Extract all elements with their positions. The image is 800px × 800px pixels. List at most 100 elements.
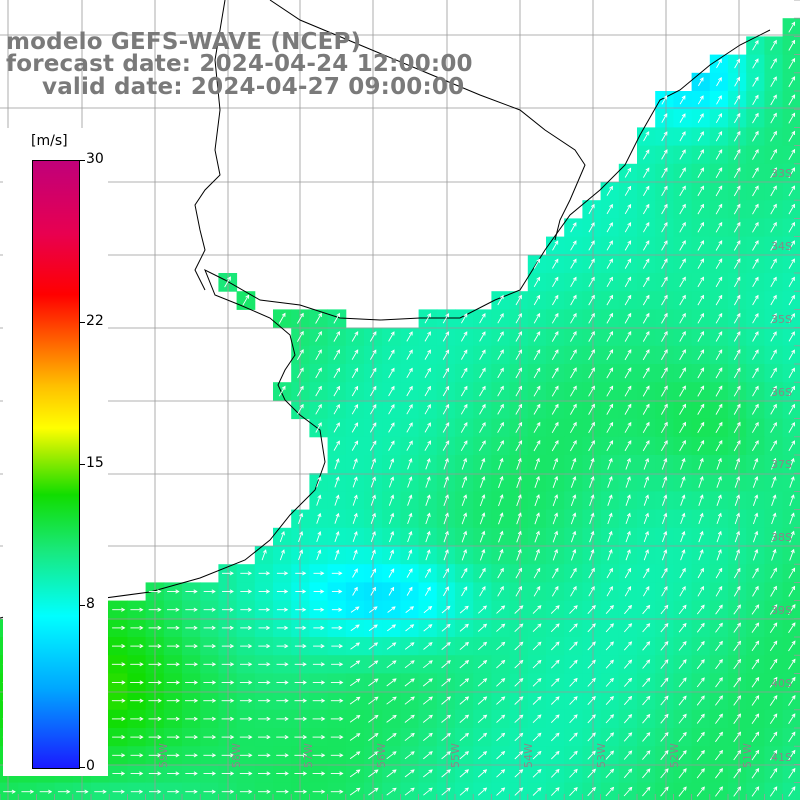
- wind-arrow: [788, 240, 795, 251]
- wind-arrow-head: [338, 625, 343, 630]
- wind-arrow: [715, 131, 722, 142]
- wind-arrow-head: [681, 149, 686, 154]
- wind-arrow: [715, 713, 723, 724]
- wind-arrow-head: [444, 494, 449, 499]
- wind-arrow-head: [139, 698, 144, 703]
- wind-arrow: [643, 204, 650, 215]
- wind-arrow: [752, 149, 759, 160]
- wind-arrow-head: [428, 714, 433, 719]
- wind-arrow-head: [121, 625, 126, 630]
- wind-arrow-head: [426, 494, 431, 499]
- wind-arrow-head: [736, 494, 741, 499]
- wind-arrow-head: [230, 753, 235, 758]
- wind-arrow-head: [590, 203, 595, 209]
- wind-arrow: [297, 404, 304, 415]
- wind-arrow: [788, 422, 795, 433]
- wind-arrow: [443, 531, 449, 543]
- wind-arrow-head: [262, 549, 267, 554]
- wind-arrow: [496, 787, 505, 796]
- wind-arrow: [788, 440, 795, 452]
- wind-arrow-head: [299, 549, 304, 554]
- wind-arrow-head: [500, 403, 504, 409]
- wind-arrow: [515, 440, 522, 452]
- wind-arrow: [441, 660, 451, 669]
- wind-arrow: [752, 404, 759, 415]
- wind-arrow-head: [754, 331, 759, 336]
- wind-arrow-head: [408, 512, 413, 517]
- wind-arrow-head: [718, 203, 723, 208]
- wind-arrow-head: [700, 349, 705, 354]
- wind-arrow: [788, 113, 795, 124]
- wind-arrow: [696, 714, 705, 724]
- wind-arrow: [532, 751, 542, 760]
- wind-arrow-head: [537, 750, 542, 756]
- wind-arrow: [589, 476, 594, 488]
- wind-arrow: [678, 750, 687, 761]
- wind-arrow-head: [609, 696, 614, 701]
- wind-arrow: [788, 640, 796, 652]
- wind-arrow: [696, 641, 705, 651]
- wind-arrow-head: [663, 95, 668, 100]
- wind-arrow-head: [500, 585, 504, 591]
- wind-arrow-head: [590, 258, 595, 263]
- wind-arrow-head: [390, 476, 395, 481]
- wind-arrow: [496, 769, 505, 778]
- wind-arrow-head: [572, 385, 577, 390]
- wind-arrow: [642, 440, 650, 452]
- wind-arrow: [496, 733, 505, 742]
- wind-arrow-head: [390, 549, 395, 554]
- wind-arrow-head: [573, 787, 578, 792]
- wind-arrow-head: [773, 767, 778, 773]
- wind-arrow-head: [609, 367, 614, 372]
- wind-arrow-head: [754, 148, 759, 154]
- wind-arrow: [316, 495, 321, 506]
- wind-arrow-head: [392, 678, 397, 683]
- wind-arrow-head: [481, 457, 486, 463]
- wind-arrow: [733, 367, 741, 379]
- wind-arrow-head: [627, 276, 632, 281]
- wind-arrow-head: [356, 787, 361, 792]
- wind-arrow: [697, 313, 704, 324]
- wind-arrow: [370, 386, 377, 397]
- wind-arrow-head: [139, 625, 144, 630]
- wind-arrow: [424, 331, 431, 342]
- wind-arrow: [479, 586, 486, 597]
- wind-arrow-head: [591, 623, 596, 628]
- wind-arrow: [514, 678, 524, 687]
- wind-arrow-head: [609, 714, 615, 719]
- wind-arrow-head: [681, 476, 686, 481]
- wind-arrow: [623, 696, 632, 706]
- wind-arrow-head: [718, 221, 723, 227]
- wind-arrow: [424, 422, 431, 433]
- wind-arrow-head: [230, 680, 235, 685]
- wind-arrow-head: [353, 531, 358, 536]
- wind-arrow-head: [302, 735, 308, 740]
- wind-arrow: [624, 313, 632, 324]
- wind-arrow: [552, 494, 558, 507]
- wind-arrow: [424, 440, 431, 451]
- wind-arrow-head: [737, 768, 742, 773]
- wind-arrow: [550, 641, 560, 651]
- wind-arrow: [441, 642, 451, 650]
- wind-arrow: [534, 549, 540, 561]
- wind-arrow-head: [791, 276, 795, 281]
- wind-arrow-head: [773, 148, 777, 154]
- wind-arrow: [607, 531, 613, 543]
- wind-arrow-head: [773, 604, 778, 609]
- wind-arrow-head: [736, 167, 741, 172]
- wind-arrow: [788, 713, 796, 725]
- wind-arrow-head: [390, 458, 395, 463]
- wind-arrow-head: [700, 294, 704, 300]
- wind-arrow: [679, 385, 686, 397]
- wind-arrow: [679, 422, 686, 434]
- wind-arrow-head: [773, 221, 777, 227]
- wind-arrow: [297, 331, 304, 342]
- wind-arrow-head: [517, 457, 522, 463]
- wind-arrow-head: [537, 714, 542, 719]
- wind-arrow-head: [737, 677, 742, 682]
- wind-arrow-head: [481, 349, 486, 354]
- wind-arrow: [406, 404, 413, 415]
- wind-arrow: [587, 714, 596, 724]
- wind-arrow: [479, 476, 485, 488]
- wind-arrow-head: [591, 312, 595, 318]
